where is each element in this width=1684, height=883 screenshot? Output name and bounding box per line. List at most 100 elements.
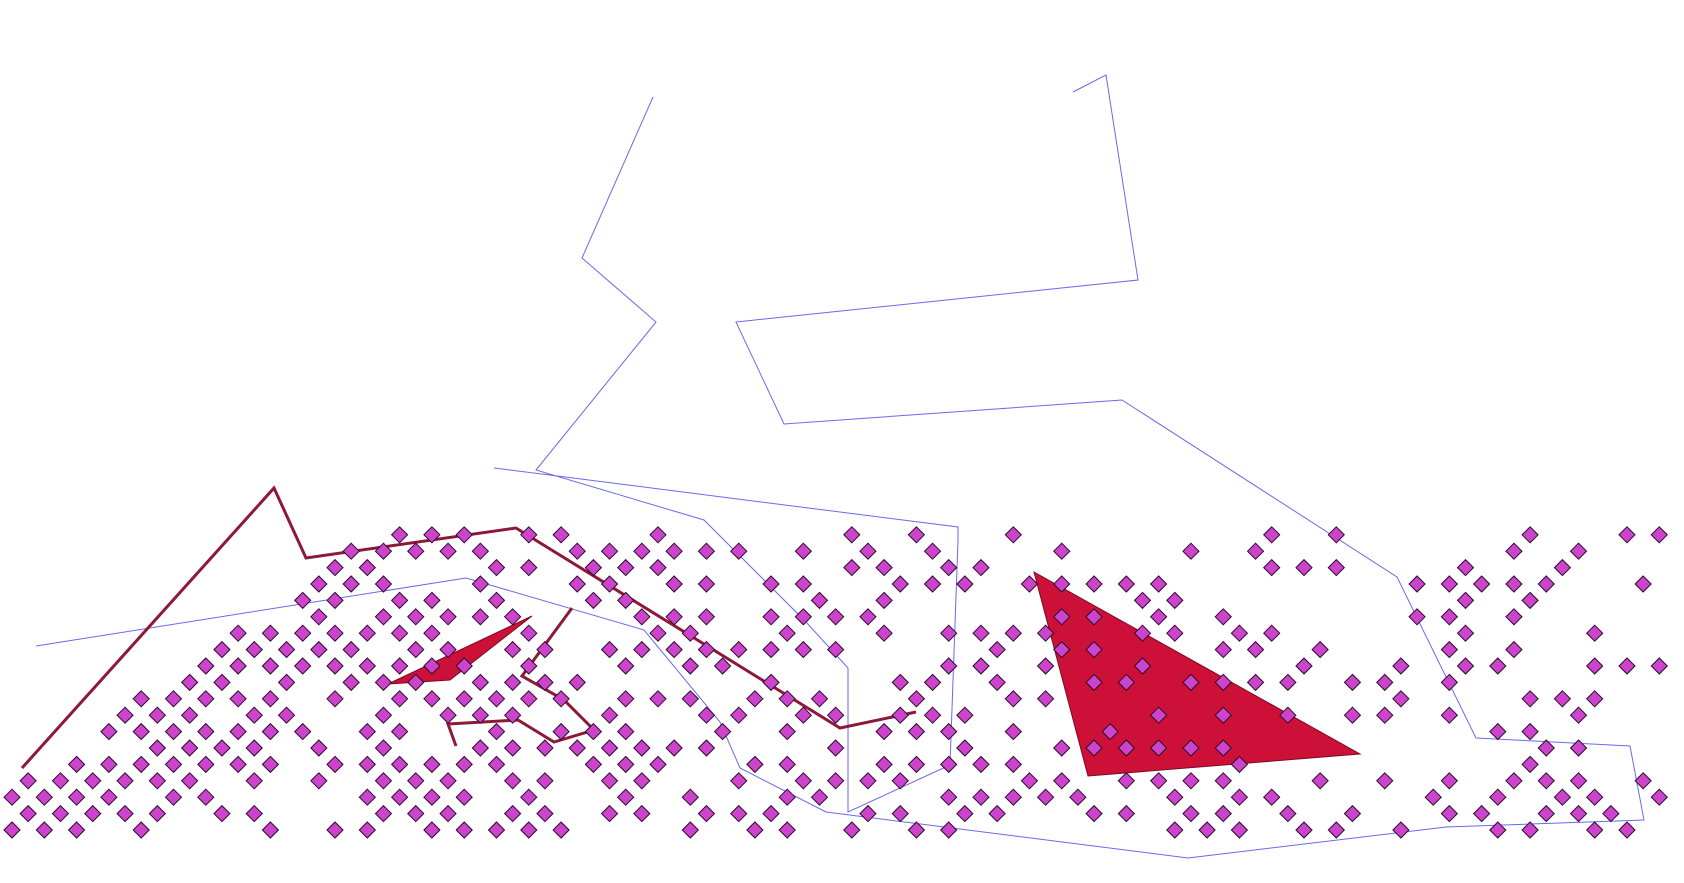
point-marker[interactable] <box>487 558 506 577</box>
point-marker[interactable] <box>229 690 247 708</box>
point-marker[interactable] <box>358 558 377 577</box>
point-marker[interactable] <box>1585 624 1604 642</box>
point-marker[interactable] <box>1585 788 1604 806</box>
point-marker[interactable] <box>730 542 748 560</box>
point-marker[interactable] <box>1117 575 1136 593</box>
point-marker[interactable] <box>697 542 716 560</box>
point-marker[interactable] <box>1085 640 1103 659</box>
point-marker[interactable] <box>1149 772 1168 790</box>
point-marker[interactable] <box>972 624 990 642</box>
point-marker[interactable] <box>616 690 635 708</box>
point-marker[interactable] <box>213 739 231 757</box>
point-marker[interactable] <box>67 788 86 806</box>
point-marker[interactable] <box>600 706 619 724</box>
point-marker[interactable] <box>616 591 635 610</box>
point-marker[interactable] <box>164 722 183 741</box>
point-marker[interactable] <box>407 542 425 560</box>
point-marker[interactable] <box>1214 608 1232 626</box>
point-marker[interactable] <box>423 624 441 642</box>
point-marker[interactable] <box>810 690 829 708</box>
point-marker[interactable] <box>826 640 845 659</box>
point-marker[interactable] <box>1634 575 1652 593</box>
point-marker[interactable] <box>1295 821 1313 839</box>
point-marker[interactable] <box>439 706 457 724</box>
point-marker[interactable] <box>132 821 150 839</box>
point-marker[interactable] <box>423 591 441 610</box>
point-marker[interactable] <box>1085 575 1103 593</box>
point-marker[interactable] <box>197 657 215 675</box>
point-marker[interactable] <box>310 739 328 757</box>
point-marker[interactable] <box>939 722 958 741</box>
point-marker[interactable] <box>762 608 780 626</box>
point-marker[interactable] <box>1182 772 1200 790</box>
point-marker[interactable] <box>1392 690 1410 708</box>
point-marker[interactable] <box>681 788 700 806</box>
point-marker[interactable] <box>293 624 312 642</box>
point-marker[interactable] <box>407 772 425 790</box>
point-marker[interactable] <box>1343 804 1362 823</box>
point-marker[interactable] <box>568 575 586 593</box>
point-marker[interactable] <box>390 624 409 642</box>
point-marker[interactable] <box>1182 804 1200 823</box>
point-marker[interactable] <box>1553 690 1572 708</box>
point-marker[interactable] <box>487 690 506 708</box>
point-marker[interactable] <box>374 608 393 626</box>
point-marker[interactable] <box>1376 673 1394 692</box>
point-marker[interactable] <box>164 690 183 708</box>
point-marker[interactable] <box>552 526 570 544</box>
point-marker[interactable] <box>1262 526 1281 544</box>
point-marker[interactable] <box>1521 821 1539 839</box>
point-marker[interactable] <box>1553 788 1572 806</box>
point-marker[interactable] <box>503 804 522 823</box>
point-marker[interactable] <box>390 690 409 708</box>
point-marker[interactable] <box>649 755 667 774</box>
point-marker[interactable] <box>1521 526 1539 544</box>
point-marker[interactable] <box>503 640 522 659</box>
point-marker[interactable] <box>164 788 183 806</box>
point-marker[interactable] <box>1489 657 1507 675</box>
point-marker[interactable] <box>487 722 506 741</box>
point-marker[interactable] <box>423 657 441 675</box>
point-marker[interactable] <box>681 657 700 675</box>
point-marker[interactable] <box>213 640 231 659</box>
point-marker[interactable] <box>67 821 86 839</box>
point-marker[interactable] <box>180 673 199 692</box>
point-marker[interactable] <box>1149 739 1168 757</box>
point-marker[interactable] <box>1166 624 1184 642</box>
point-marker[interactable] <box>843 526 861 544</box>
point-marker[interactable] <box>875 755 893 774</box>
point-marker[interactable] <box>148 739 167 757</box>
point-marker[interactable] <box>633 542 651 560</box>
point-marker[interactable] <box>1569 804 1588 823</box>
point-marker[interactable] <box>1408 608 1426 626</box>
point-marker[interactable] <box>261 624 280 642</box>
point-marker[interactable] <box>245 804 263 823</box>
point-marker[interactable] <box>1004 722 1023 741</box>
point-marker[interactable] <box>374 673 393 692</box>
point-marker[interactable] <box>1650 526 1669 544</box>
point-marker[interactable] <box>1618 526 1636 544</box>
point-marker[interactable] <box>1020 772 1039 790</box>
point-marker[interactable] <box>3 821 21 839</box>
point-marker[interactable] <box>503 673 522 692</box>
point-marker[interactable] <box>180 706 199 724</box>
point-marker[interactable] <box>1149 706 1168 724</box>
point-marker[interactable] <box>875 624 893 642</box>
point-marker[interactable] <box>988 640 1006 659</box>
point-marker[interactable] <box>778 690 796 708</box>
point-marker[interactable] <box>600 772 619 790</box>
point-marker[interactable] <box>536 772 554 790</box>
point-marker[interactable] <box>100 722 118 741</box>
point-marker[interactable] <box>342 542 360 560</box>
point-marker[interactable] <box>1198 821 1216 839</box>
point-marker[interactable] <box>1053 542 1071 560</box>
point-marker[interactable] <box>100 755 118 774</box>
point-marker[interactable] <box>584 558 603 577</box>
point-marker[interactable] <box>1650 788 1669 806</box>
point-marker[interactable] <box>374 739 393 757</box>
point-marker[interactable] <box>778 624 796 642</box>
point-marker[interactable] <box>633 640 651 659</box>
point-marker[interactable] <box>245 739 263 757</box>
point-marker[interactable] <box>1133 591 1152 610</box>
